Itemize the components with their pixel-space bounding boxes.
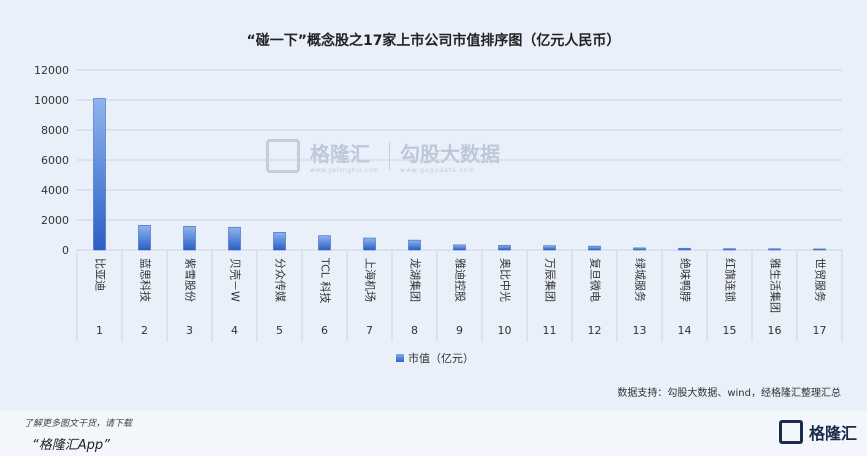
y-tick-label: 12000 — [34, 64, 69, 77]
x-rank-label: 1 — [96, 324, 103, 337]
watermark-data-url: www.gogudata.com — [400, 167, 476, 174]
x-category-label: 万辰集团 — [544, 258, 558, 302]
bar — [633, 247, 646, 251]
bar — [813, 248, 826, 251]
bar — [138, 225, 151, 251]
footer-logo-text: 格隆汇 — [808, 424, 857, 443]
x-rank-label: 12 — [588, 324, 602, 337]
bar — [678, 247, 691, 251]
x-category-label: 绿城服务 — [634, 258, 648, 302]
bar-chart: 0 2000 4000 6000 8000 10000 12000 比亚迪 1 蓝思科技 2 紫雪股份… — [34, 64, 843, 342]
grid-layer — [76, 69, 843, 342]
x-category-label: TCL 科技 — [319, 257, 333, 303]
bar — [183, 226, 196, 251]
gelonghui-logo-icon — [266, 139, 300, 173]
y-tick-label: 10000 — [34, 94, 69, 107]
x-rank-label: 16 — [768, 324, 782, 337]
x-category-label: 龙湖集团 — [409, 258, 423, 302]
bar — [768, 248, 781, 251]
footer: 了解更多图文干货，请下载 “格隆汇App” 格隆汇 — [0, 410, 867, 456]
x-category-label: 雅迪控股 — [454, 258, 468, 302]
x-rank-label: 7 — [366, 324, 373, 337]
bar — [408, 239, 421, 251]
source-note: 数据支持：勾股大数据、wind，经格隆汇整理汇总 — [617, 388, 841, 399]
y-tick-label: 8000 — [41, 124, 69, 137]
x-rank-label: 10 — [498, 324, 512, 337]
x-rank-label: 8 — [411, 324, 418, 337]
x-category-label: 雅生活集团 — [769, 258, 783, 313]
x-category-label: 紫雪股份 — [184, 258, 197, 302]
footer-logo: 格隆汇 — [778, 420, 857, 444]
gelonghui-logo-icon — [778, 420, 803, 444]
bar — [363, 237, 376, 251]
x-category-label: 上海机场 — [364, 258, 378, 302]
x-category-label: 比亚迪 — [94, 258, 107, 291]
x-rank-label: 17 — [813, 324, 827, 337]
legend: 市值（亿元） — [396, 350, 474, 366]
watermark-brand: 格隆汇 — [310, 142, 370, 166]
bar — [543, 245, 556, 251]
bar — [273, 232, 286, 251]
x-rank-label: 13 — [633, 324, 647, 337]
watermark: 格隆汇 www.gelonghui.com 勾股大数据 www.gogudata… — [266, 138, 500, 174]
x-category-label: 奥比中光 — [499, 258, 513, 302]
footer-app-name: “格隆汇App” — [32, 438, 110, 453]
labels-layer: 0 2000 4000 6000 8000 10000 12000 比亚迪 1 蓝思科技 2 紫雪股份… — [34, 64, 827, 337]
footer-download-hint: 了解更多图文干货，请下载 — [24, 419, 133, 429]
watermark-data-brand: 勾股大数据 — [400, 142, 501, 166]
chart-card: “碰一下”概念股之17家上市公司市值排序图（亿元人民币） 格隆汇 www.gel… — [34, 33, 843, 399]
bars-layer — [93, 98, 826, 251]
legend-swatch — [396, 354, 404, 362]
x-category-label: 绝味鸭脖 — [679, 258, 693, 302]
bar — [498, 245, 511, 251]
bar — [588, 245, 601, 251]
y-tick-label: 0 — [62, 244, 69, 257]
x-category-label: 贝壳－W — [229, 258, 243, 302]
x-category-label: 蓝思科技 — [139, 258, 153, 302]
x-rank-label: 3 — [186, 324, 193, 337]
bar — [318, 235, 331, 251]
y-tick-label: 2000 — [41, 214, 69, 227]
y-tick-label: 4000 — [41, 184, 69, 197]
x-category-label: 复旦微电 — [589, 258, 603, 302]
chart-title: “碰一下”概念股之17家上市公司市值排序图（亿元人民币） — [246, 33, 621, 49]
watermark-brand-url: www.gelonghui.com — [310, 167, 380, 174]
bar — [723, 248, 736, 251]
x-rank-label: 15 — [723, 324, 737, 337]
bar — [228, 226, 241, 251]
watermark-separator — [389, 142, 391, 170]
x-category-label: 红旗连锁 — [724, 258, 738, 302]
x-rank-label: 11 — [543, 324, 557, 337]
x-rank-label: 9 — [456, 324, 463, 337]
x-rank-label: 5 — [276, 324, 283, 337]
x-rank-label: 6 — [321, 324, 328, 337]
x-rank-label: 2 — [141, 324, 148, 337]
x-rank-label: 14 — [678, 324, 692, 337]
bar — [93, 98, 106, 251]
legend-label: 市值（亿元） — [408, 352, 474, 365]
bar — [453, 244, 466, 251]
x-rank-label: 4 — [231, 324, 238, 337]
y-tick-label: 6000 — [41, 154, 69, 167]
x-category-label: 分众传媒 — [274, 258, 287, 302]
x-category-label: 世贸服务 — [814, 258, 827, 302]
